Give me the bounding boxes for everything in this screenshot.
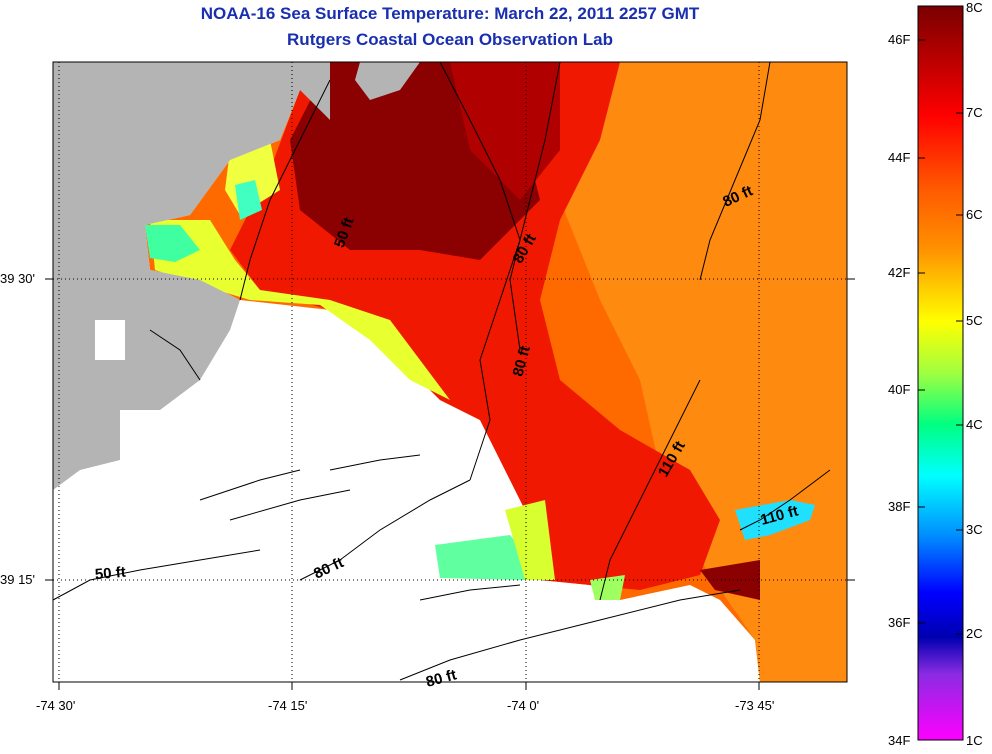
hot-band-region bbox=[450, 62, 560, 200]
y-tick-label: 39 15' bbox=[0, 572, 36, 587]
contour-line bbox=[229, 489, 351, 521]
land-mass bbox=[53, 62, 330, 490]
contour-110ft bbox=[739, 469, 831, 531]
plot-frame bbox=[52, 61, 848, 683]
depth-contours bbox=[53, 62, 831, 681]
map-subtitle: Rutgers Coastal Ocean Observation Lab bbox=[287, 30, 613, 49]
colorbar-label-f: 46F bbox=[888, 32, 911, 47]
colorbar-label-c: 6C bbox=[966, 207, 983, 222]
contour-line bbox=[329, 454, 421, 471]
contour-80ft bbox=[509, 62, 561, 351]
colorbar-label-f: 40F bbox=[888, 382, 911, 397]
colorbar-label-c: 4C bbox=[966, 417, 983, 432]
x-tick-label: -74 0' bbox=[507, 698, 540, 713]
colorbar-label-f: 36F bbox=[888, 615, 911, 630]
cool-edge-region bbox=[150, 220, 470, 420]
cold-patch bbox=[145, 225, 200, 262]
colorbar-label-f: 38F bbox=[888, 499, 911, 514]
colorbar bbox=[917, 5, 964, 741]
x-tick-label: -74 15' bbox=[268, 698, 308, 713]
colorbar-ticks bbox=[918, 39, 963, 635]
colorbar-label-c: 1C bbox=[966, 733, 983, 748]
contour-50ft bbox=[239, 79, 331, 301]
no-data-patch bbox=[95, 320, 125, 360]
contour-line bbox=[199, 469, 301, 501]
colorbar-label-c: 2C bbox=[966, 626, 983, 641]
contour-80ft bbox=[439, 62, 521, 481]
cold-patch bbox=[435, 535, 530, 580]
contour-110ft bbox=[599, 379, 701, 601]
colorbar-label-f: 44F bbox=[888, 150, 911, 165]
map-title: NOAA-16 Sea Surface Temperature: March 2… bbox=[200, 4, 700, 23]
colorbar-label-c: 8C bbox=[966, 0, 983, 15]
contour-80ft bbox=[399, 589, 741, 681]
axis-ticks bbox=[45, 278, 855, 690]
colorbar-label-c: 3C bbox=[966, 522, 983, 537]
contour-line bbox=[149, 329, 201, 381]
contour-80ft bbox=[699, 62, 771, 281]
land-mass bbox=[355, 62, 420, 100]
x-tick-label: -73 45' bbox=[735, 698, 775, 713]
sst-field bbox=[53, 62, 847, 682]
x-tick-label: -74 30' bbox=[36, 698, 76, 713]
cool-patch bbox=[505, 500, 555, 580]
cold-patch bbox=[235, 180, 262, 220]
cold-patch bbox=[735, 500, 815, 540]
no-data-patch bbox=[120, 410, 160, 450]
contour-80ft bbox=[299, 479, 471, 581]
cool-patch bbox=[590, 575, 625, 600]
contour-line bbox=[419, 584, 521, 601]
contour-50ft bbox=[53, 549, 261, 601]
colorbar-label-c: 5C bbox=[966, 313, 983, 328]
grid-lines bbox=[53, 62, 847, 682]
hot-patch bbox=[700, 560, 760, 600]
colorbar-label-f: 42F bbox=[888, 265, 911, 280]
colorbar-label-c: 7C bbox=[966, 105, 983, 120]
contour-label: 50 ft bbox=[94, 564, 126, 584]
colorbar-label-f: 34F bbox=[888, 733, 911, 748]
y-tick-label: 39 30' bbox=[0, 271, 36, 286]
